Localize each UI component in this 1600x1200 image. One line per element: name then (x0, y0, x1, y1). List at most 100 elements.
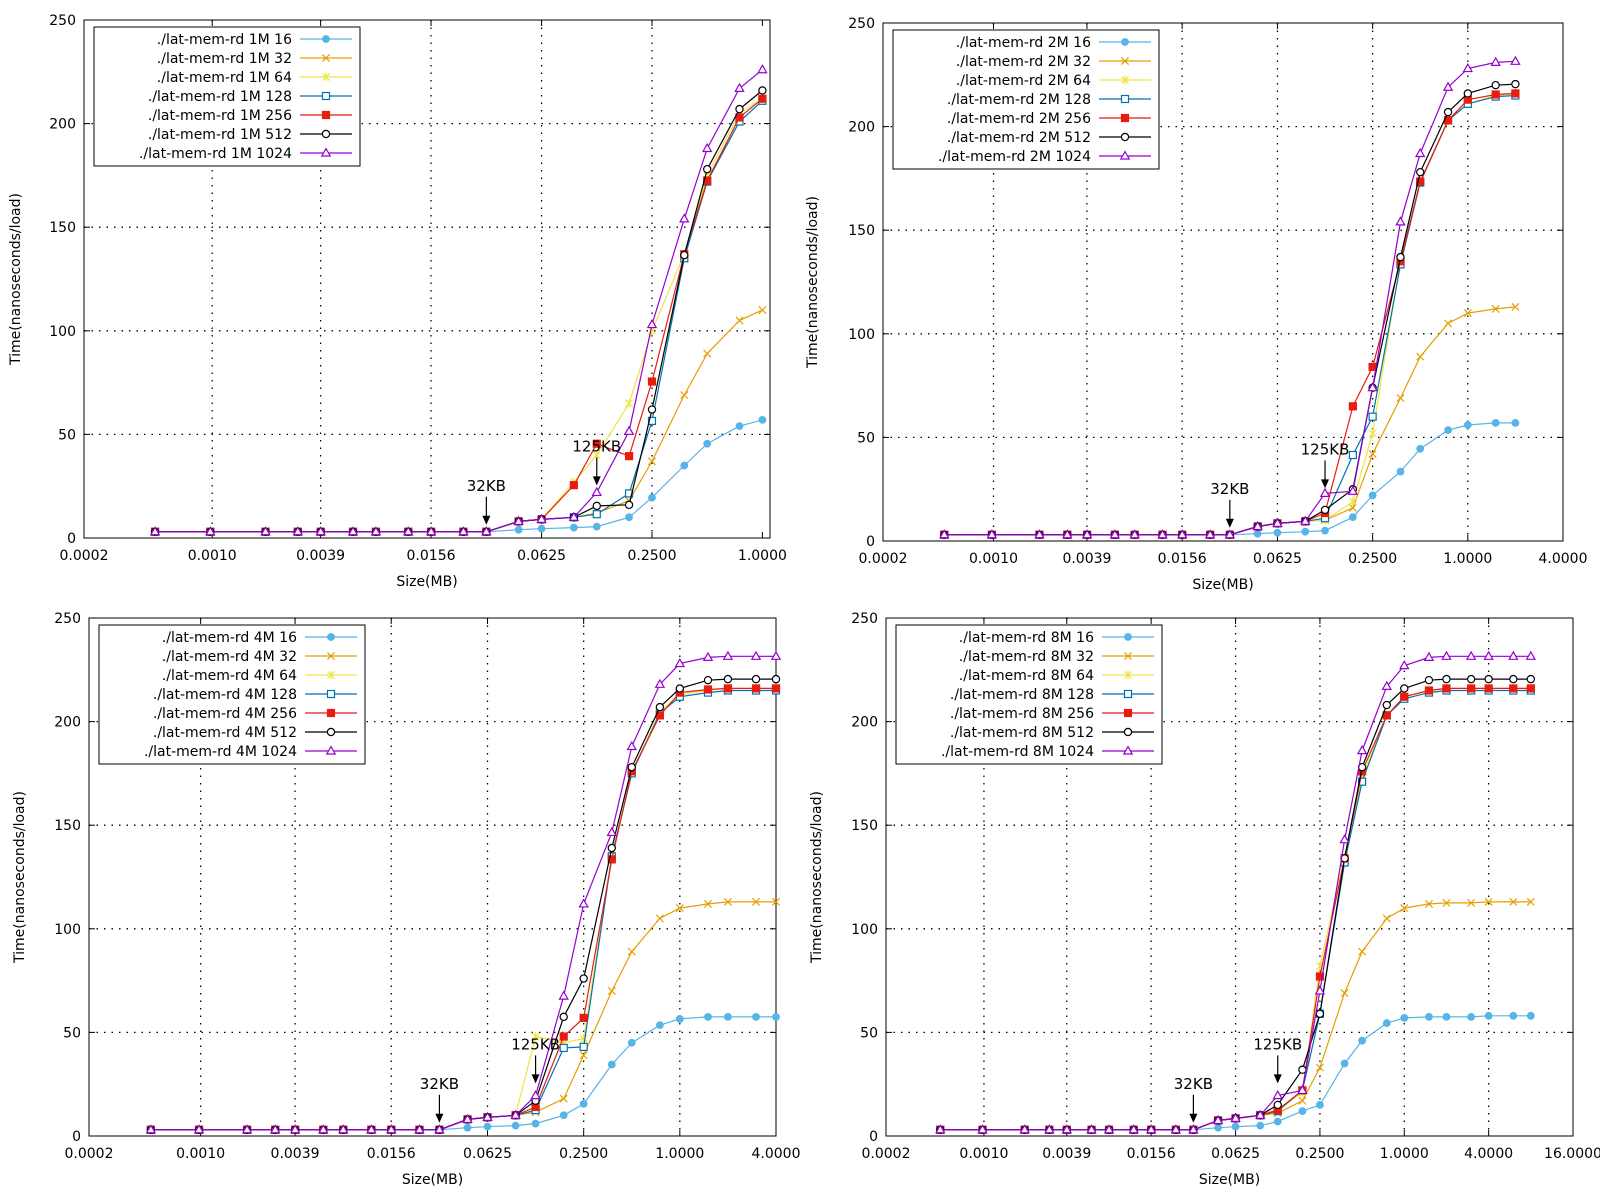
data-point (1416, 352, 1425, 361)
data-point (1081, 529, 1093, 539)
data-point (1416, 177, 1425, 186)
annotation-arrow-head (531, 1074, 540, 1084)
data-point (145, 1124, 157, 1134)
x-tick-label: 1.0000 (655, 1146, 704, 1162)
data-point (1399, 660, 1410, 670)
data-point (1442, 684, 1451, 693)
y-tick-label: 100 (54, 922, 81, 938)
annotation-label: 125KB (1253, 1035, 1302, 1053)
data-point (1062, 529, 1073, 539)
annotation: 125KB (1253, 1035, 1302, 1084)
annotation-label: 32KB (1174, 1075, 1213, 1093)
data-point (1396, 394, 1405, 403)
data-point (1509, 674, 1518, 684)
data-point (647, 377, 657, 386)
data-point (1467, 684, 1476, 693)
data-point (531, 1032, 540, 1041)
legend-entry: ./lat-mem-rd 4M 1024 (144, 744, 357, 760)
data-point (591, 486, 603, 497)
x-tick-label: 0.0010 (959, 1146, 1008, 1162)
data-point (1425, 1012, 1433, 1021)
data-point (1253, 529, 1262, 538)
annotation-label: 125KB (511, 1035, 560, 1053)
data-point (1356, 744, 1368, 755)
data-point (623, 425, 635, 435)
data-point (193, 1124, 205, 1134)
annotation-arrow-head (1273, 1074, 1282, 1084)
x-tick-label: 0.0002 (862, 1146, 911, 1162)
legend-marker (322, 35, 330, 43)
annotation-label: 32KB (467, 477, 506, 495)
x-tick-label: 0.0010 (969, 551, 1018, 567)
data-point (1424, 899, 1433, 908)
data-point (1381, 680, 1393, 690)
data-point (1348, 450, 1357, 460)
legend-label: ./lat-mem-rd 2M 512 (947, 130, 1091, 146)
data-point (463, 1123, 472, 1132)
data-point (1382, 1019, 1391, 1027)
y-tick-label: 150 (848, 223, 875, 239)
data-point (752, 1012, 760, 1021)
x-tick-label: 1.0000 (1380, 1146, 1429, 1162)
data-point (647, 416, 657, 426)
x-tick-label: 0.0156 (407, 548, 456, 564)
data-point (1358, 947, 1367, 956)
data-point (1511, 79, 1520, 89)
data-point (1301, 527, 1310, 536)
data-point (625, 398, 634, 408)
data-point (434, 1124, 445, 1134)
data-point (1034, 529, 1045, 539)
data-point (558, 990, 569, 1000)
x-tick-label: 1.0000 (738, 548, 787, 564)
y-tick-label: 0 (866, 534, 875, 550)
legend-entry: ./lat-mem-rd 2M 512 (947, 130, 1151, 146)
legend-entry: ./lat-mem-rd 8M 32 (959, 649, 1154, 665)
data-point (624, 489, 634, 498)
data-point (723, 897, 732, 906)
data-point (680, 250, 689, 260)
data-point (205, 526, 216, 536)
data-point (703, 675, 713, 685)
y-tick-label: 250 (851, 611, 878, 627)
legend-label: ./lat-mem-rd 2M 64 (956, 73, 1091, 89)
data-point (370, 526, 382, 536)
y-tick-label: 150 (851, 818, 878, 834)
data-point (260, 526, 271, 536)
data-point (1467, 1012, 1476, 1021)
data-point (735, 113, 744, 122)
data-point (758, 306, 767, 315)
legend-entry: ./lat-mem-rd 2M 1024 (938, 149, 1151, 165)
x-axis-label: Size(MB) (1199, 1172, 1260, 1188)
data-point (483, 1122, 492, 1131)
data-point (935, 1124, 946, 1134)
chart-panel-top-left: 0.0002 0.0010 0.0039 0.0156 0.0625 0.2500 1.00… (8, 13, 787, 590)
legend-label: ./lat-mem-rd 1M 32 (157, 51, 292, 67)
data-point (771, 674, 781, 684)
annotation: 125KB (1301, 440, 1349, 489)
data-point (772, 1012, 780, 1021)
x-tick-label: 0.0010 (188, 548, 237, 564)
x-tick-label: 4.0000 (1539, 551, 1588, 567)
data-point (735, 104, 744, 114)
legend-label: ./lat-mem-rd 1M 256 (148, 108, 292, 124)
data-point (1491, 418, 1500, 427)
data-point (1300, 515, 1311, 525)
data-point (701, 142, 713, 153)
data-point (366, 1124, 377, 1134)
data-point (734, 82, 745, 92)
data-point (1177, 529, 1188, 539)
legend-label: ./lat-mem-rd 4M 128 (153, 687, 297, 703)
data-point (1400, 1013, 1409, 1022)
x-tick-label: 0.2500 (1348, 551, 1397, 567)
data-point (1272, 517, 1283, 527)
data-point (655, 914, 664, 923)
data-point (723, 674, 733, 684)
legend-label: ./lat-mem-rd 8M 1024 (941, 744, 1094, 760)
data-point (724, 1012, 732, 1021)
data-point (1252, 520, 1263, 531)
legend-entry: ./lat-mem-rd 1M 32 (157, 51, 352, 67)
data-point (1348, 513, 1357, 522)
legend-label: ./lat-mem-rd 1M 128 (148, 89, 292, 105)
data-point (702, 651, 714, 661)
data-point (1315, 972, 1325, 981)
